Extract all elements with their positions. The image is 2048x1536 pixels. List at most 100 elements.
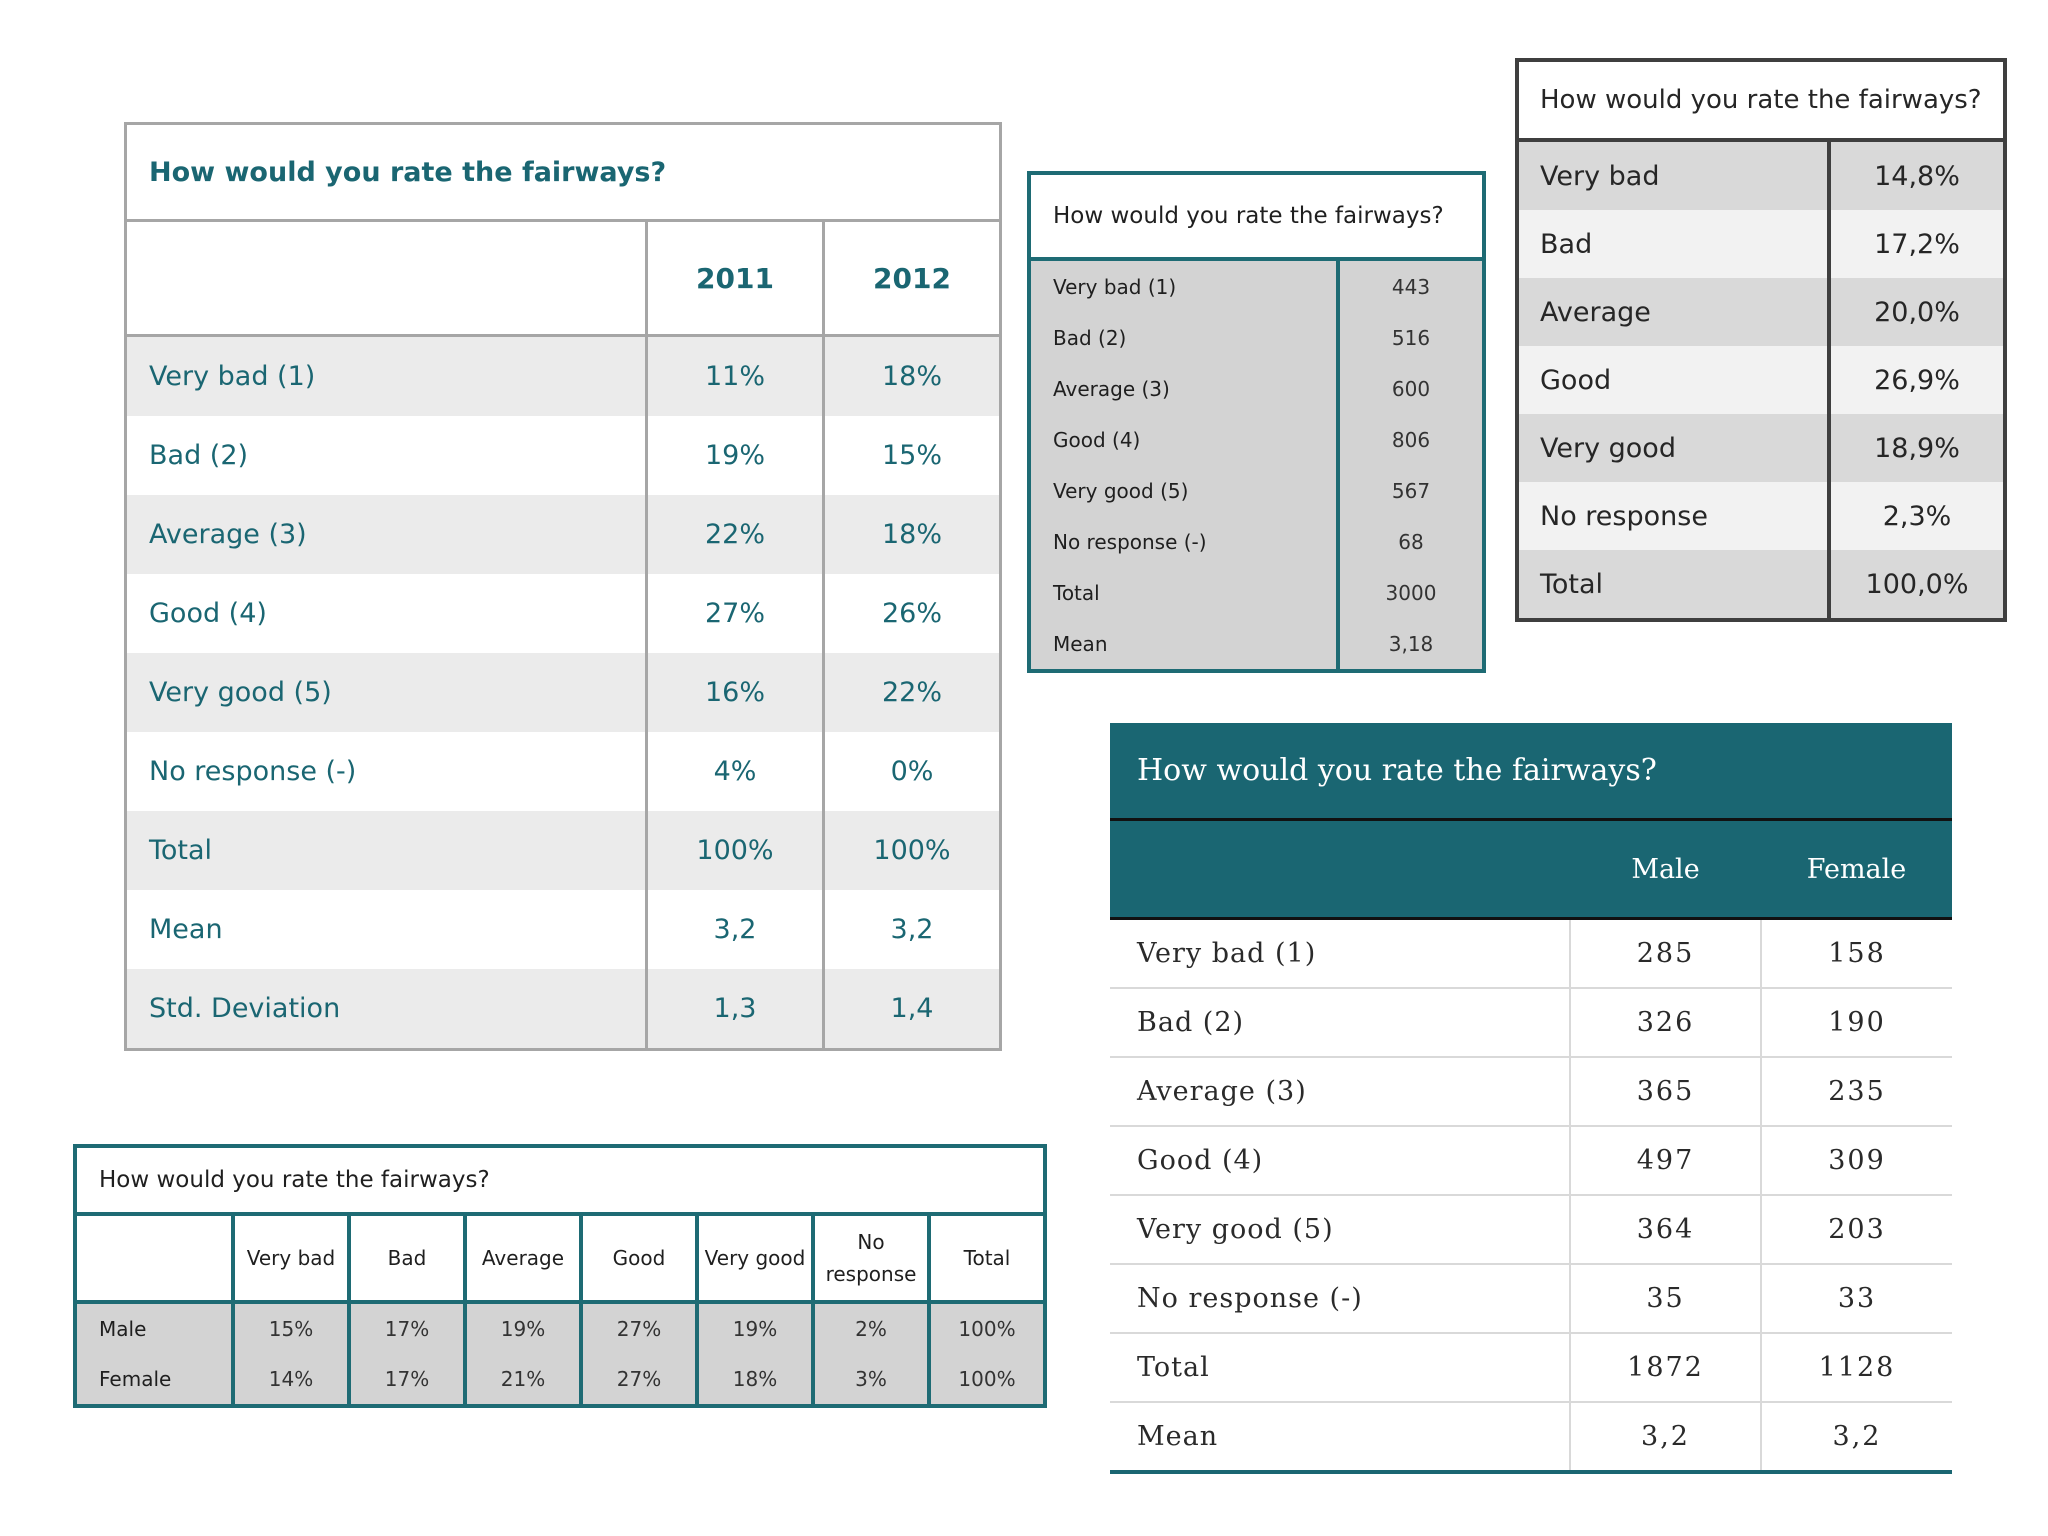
table-row: Very good (5) 567 bbox=[1029, 465, 1484, 516]
header-bad: Bad bbox=[347, 1214, 465, 1304]
table-counts: How would you rate the fairways? Very ba… bbox=[1027, 171, 1486, 673]
row-label: Total bbox=[1029, 567, 1338, 618]
row-label: No response (-) bbox=[1110, 1264, 1570, 1334]
cell-female: 158 bbox=[1759, 918, 1953, 989]
cell-male: 3,2 bbox=[1569, 1402, 1761, 1472]
table-row: Average 20,0% bbox=[1517, 278, 2006, 346]
table-percentages: How would you rate the fairways? Very ba… bbox=[1515, 58, 2008, 622]
row-label: Mean bbox=[1029, 618, 1338, 671]
header-female: Female bbox=[1761, 819, 1953, 920]
table-row: Bad (2) 516 bbox=[1029, 312, 1484, 363]
cell-female: 309 bbox=[1759, 1126, 1953, 1196]
header-no-response: No response bbox=[811, 1214, 929, 1304]
cell-male: 364 bbox=[1569, 1195, 1761, 1265]
header-very-good: Very good bbox=[695, 1214, 813, 1304]
row-value: 14,8% bbox=[1826, 140, 2006, 210]
row-value: 516 bbox=[1336, 312, 1484, 363]
table-title: How would you rate the fairways? bbox=[125, 123, 1001, 222]
row-value: 2,3% bbox=[1826, 482, 2006, 550]
cell-male: 35 bbox=[1569, 1264, 1761, 1334]
cell-2012: 100% bbox=[823, 811, 1001, 890]
cell-value: 15% bbox=[231, 1302, 349, 1354]
table-by-gender: How would you rate the fairways? Male Fe… bbox=[1110, 723, 1953, 1474]
table-title: How would you rate the fairways? bbox=[1029, 173, 1484, 261]
cell-2011: 19% bbox=[646, 416, 825, 495]
row-label: Female bbox=[75, 1354, 233, 1406]
cell-value: 19% bbox=[463, 1302, 581, 1354]
cell-value: 3% bbox=[811, 1354, 929, 1406]
header-empty bbox=[75, 1214, 233, 1304]
row-label: Good (4) bbox=[1029, 414, 1338, 465]
table-row: Male 15% 17% 19% 27% 19% 2% 100% bbox=[75, 1302, 1046, 1354]
cell-male: 365 bbox=[1569, 1057, 1761, 1127]
table-row: Std. Deviation 1,3 1,4 bbox=[125, 969, 1001, 1050]
cell-2012: 26% bbox=[881, 598, 942, 629]
table-row: Good 26,9% bbox=[1517, 346, 2006, 414]
row-label: Male bbox=[75, 1302, 233, 1354]
cell-2011: 100% bbox=[646, 811, 825, 890]
row-label: Mean bbox=[125, 890, 648, 969]
cell-female: 235 bbox=[1759, 1057, 1953, 1127]
header-male: Male bbox=[1570, 819, 1761, 920]
row-value: 26,9% bbox=[1826, 346, 2006, 414]
header-year-2012: 2012 bbox=[823, 220, 1001, 337]
row-label: Average (3) bbox=[1110, 1057, 1570, 1127]
table-row: Good (4) 27% 26% bbox=[125, 574, 1001, 653]
table-row: Female 14% 17% 21% 27% 18% 3% 100% bbox=[75, 1354, 1046, 1406]
cell-2011: 27% bbox=[646, 574, 825, 653]
row-label: Very good (5) bbox=[1029, 465, 1338, 516]
cell-female: 203 bbox=[1759, 1195, 1953, 1265]
row-label: Bad (2) bbox=[125, 416, 648, 495]
header-row: Male Female bbox=[1110, 819, 1953, 920]
table-row: Bad (2) 19% 15% bbox=[125, 416, 1001, 495]
table-row: Average (3) 22% 18% bbox=[125, 495, 1001, 574]
table-row: Good (4) 806 bbox=[1029, 414, 1484, 465]
table-row: Good (4) 497 309 bbox=[1110, 1126, 1953, 1196]
header-year-2011: 2011 bbox=[646, 220, 825, 337]
row-label: Total bbox=[125, 811, 648, 890]
header-row: Very bad Bad Average Good Very good No r… bbox=[75, 1214, 1046, 1304]
cell-female: 33 bbox=[1759, 1264, 1953, 1334]
cell-value: 19% bbox=[695, 1302, 813, 1354]
row-label: Very bad (1) bbox=[125, 335, 648, 416]
row-label: Average (3) bbox=[1029, 363, 1338, 414]
cell-2012: 15% bbox=[881, 440, 942, 471]
header-empty bbox=[1110, 819, 1570, 920]
table-row: Average (3) 600 bbox=[1029, 363, 1484, 414]
table-row: Very good (5) 364 203 bbox=[1110, 1195, 1953, 1265]
cell-2012: 18% bbox=[823, 335, 1001, 416]
table-row: Very bad (1) 443 bbox=[1029, 259, 1484, 312]
table-row: Very bad 14,8% bbox=[1517, 140, 2006, 210]
table-row: No response (-) 68 bbox=[1029, 516, 1484, 567]
table-row: No response (-) 35 33 bbox=[1110, 1264, 1953, 1334]
row-label: Good (4) bbox=[1110, 1126, 1570, 1196]
cell-2011: 11% bbox=[646, 335, 825, 416]
cell-value: 17% bbox=[347, 1354, 465, 1406]
row-label: Good (4) bbox=[125, 574, 648, 653]
row-label: Very bad (1) bbox=[1110, 918, 1570, 989]
row-value: 600 bbox=[1336, 363, 1484, 414]
table-row: Mean 3,2 3,2 bbox=[1110, 1402, 1953, 1472]
cell-male: 497 bbox=[1569, 1126, 1761, 1196]
cell-value: 2% bbox=[811, 1302, 929, 1354]
table-by-year: How would you rate the fairways? 2011 20… bbox=[124, 122, 1002, 1051]
cell-2011: 3,2 bbox=[646, 890, 825, 969]
cell-female: 1128 bbox=[1759, 1333, 1953, 1403]
row-label: Very good (5) bbox=[125, 653, 648, 732]
table-row: Total 100,0% bbox=[1517, 550, 2006, 620]
row-label: Good bbox=[1517, 346, 1829, 414]
cell-male: 1872 bbox=[1569, 1333, 1761, 1403]
cell-value: 100% bbox=[926, 1302, 1046, 1354]
row-label: Very bad bbox=[1517, 140, 1829, 210]
row-value: 567 bbox=[1336, 465, 1484, 516]
header-total: Total bbox=[926, 1214, 1046, 1304]
table-row: Total 1872 1128 bbox=[1110, 1333, 1953, 1403]
table-title: How would you rate the fairways? bbox=[1110, 723, 1953, 821]
cell-value: 14% bbox=[231, 1354, 349, 1406]
cell-value: 18% bbox=[695, 1354, 813, 1406]
table-row: Mean 3,18 bbox=[1029, 618, 1484, 671]
table-horizontal-gender: How would you rate the fairways? Very ba… bbox=[73, 1144, 1048, 1408]
cell-value: 17% bbox=[347, 1302, 465, 1354]
row-label: Average (3) bbox=[125, 495, 648, 574]
row-value: 443 bbox=[1336, 259, 1484, 312]
